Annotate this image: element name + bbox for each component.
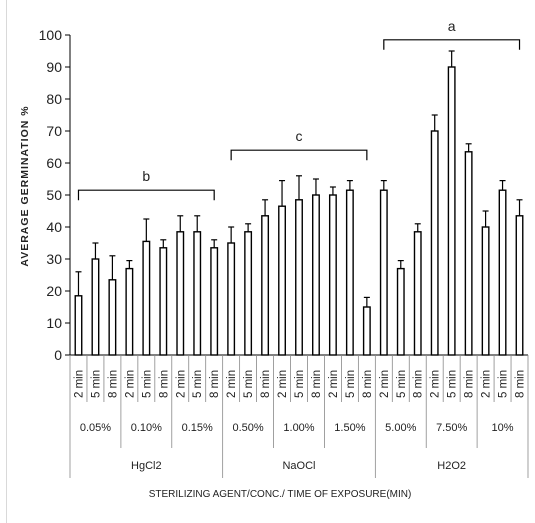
bar bbox=[328, 194, 337, 356]
agent-label: H2O2 bbox=[437, 460, 466, 472]
x-tick-label: 8 min bbox=[260, 370, 272, 398]
significance-bracket bbox=[383, 39, 521, 50]
x-axis-title: STERILIZING AGENT/CONC./ TIME OF EXPOSUR… bbox=[149, 489, 412, 500]
concentration-label: 1.00% bbox=[283, 422, 314, 434]
x-tick-label: 5 min bbox=[498, 370, 510, 398]
x-tick-label: 5 min bbox=[141, 370, 153, 398]
x-tick-label: 5 min bbox=[192, 370, 204, 398]
significance-letter: c bbox=[296, 128, 303, 144]
x-tick-label: 8 min bbox=[158, 370, 170, 398]
concentration-label: 0.10% bbox=[131, 422, 162, 434]
bar bbox=[447, 66, 456, 356]
y-tick-label: 40 bbox=[46, 219, 62, 235]
y-tick-label: 20 bbox=[46, 283, 62, 299]
bar bbox=[193, 231, 202, 356]
bar bbox=[74, 295, 83, 356]
concentration-label: 0.05% bbox=[80, 422, 111, 434]
bar bbox=[515, 215, 524, 356]
bar bbox=[176, 231, 185, 356]
x-tick-label: 5 min bbox=[243, 370, 255, 398]
y-tick-label: 80 bbox=[46, 91, 62, 107]
bar bbox=[464, 151, 473, 356]
x-tick-label: 2 min bbox=[175, 370, 187, 398]
bar bbox=[244, 231, 253, 356]
y-tick-label: 50 bbox=[46, 187, 62, 203]
bar bbox=[142, 240, 151, 356]
x-tick-label: 8 min bbox=[209, 370, 221, 398]
annotations: b c a bbox=[77, 18, 521, 201]
significance-bracket bbox=[77, 189, 215, 201]
bar bbox=[91, 258, 100, 356]
concentration-label: 1.50% bbox=[334, 422, 365, 434]
bar bbox=[379, 189, 388, 356]
x-tick-label: 8 min bbox=[515, 370, 527, 398]
bar bbox=[125, 267, 134, 356]
significance-bracket bbox=[230, 149, 368, 161]
x-tick-label: 8 min bbox=[413, 370, 425, 398]
concentration-label: 5.00% bbox=[385, 422, 416, 434]
y-tick-label: 90 bbox=[46, 59, 62, 75]
bar bbox=[159, 247, 168, 356]
x-tick-label: 5 min bbox=[294, 370, 306, 398]
bar bbox=[396, 267, 405, 356]
bar bbox=[278, 205, 286, 356]
x-tick-label: 5 min bbox=[396, 370, 408, 398]
concentration-label: 7.50% bbox=[436, 422, 467, 434]
y-tick-label: 0 bbox=[54, 347, 62, 363]
y-tick-label: 10 bbox=[46, 315, 62, 331]
x-tick-label: 2 min bbox=[328, 370, 340, 398]
bar bbox=[498, 189, 507, 356]
bar bbox=[227, 242, 236, 356]
y-tick-label: 70 bbox=[46, 123, 62, 139]
bar bbox=[295, 199, 303, 356]
y-tick-label: 100 bbox=[39, 27, 63, 43]
x-tick-label: 2 min bbox=[379, 370, 391, 398]
x-tick-label: 2 min bbox=[277, 370, 289, 398]
bar bbox=[345, 189, 354, 356]
bar bbox=[413, 231, 422, 356]
x-tick-label: 8 min bbox=[107, 370, 119, 398]
x-tick-label: 8 min bbox=[311, 370, 323, 398]
concentration-label: 10% bbox=[492, 422, 514, 434]
x-tick-label: 2 min bbox=[73, 370, 85, 398]
x-tick-label: 2 min bbox=[481, 370, 493, 398]
significance-letter: a bbox=[448, 18, 456, 34]
concentration-label: 0.15% bbox=[182, 422, 213, 434]
x-tick-label: 2 min bbox=[430, 370, 442, 398]
category-axis: 2 min 5 min 8 min 2 min 5 min 8 min 2 min 5 min… bbox=[69, 355, 529, 478]
x-tick-label: 2 min bbox=[226, 370, 238, 398]
bar bbox=[210, 247, 219, 356]
y-tick-label: 30 bbox=[46, 251, 62, 267]
x-tick-label: 5 min bbox=[447, 370, 459, 398]
x-tick-label: 5 min bbox=[345, 370, 357, 398]
bar bbox=[261, 215, 270, 356]
significance-letter: b bbox=[142, 168, 150, 184]
y-tick-label: 60 bbox=[46, 155, 62, 171]
bar bbox=[430, 130, 439, 356]
agent-label: HgCl2 bbox=[131, 460, 162, 472]
concentration-label: 0.50% bbox=[233, 422, 264, 434]
bar bbox=[481, 226, 490, 356]
y-axis-title: AVERAGE GERMINATION % bbox=[19, 105, 31, 266]
bar bbox=[362, 306, 371, 356]
x-tick-label: 2 min bbox=[124, 370, 136, 398]
image-border bbox=[6, 0, 7, 523]
bar bbox=[312, 194, 320, 356]
x-tick-label: 8 min bbox=[464, 370, 476, 398]
x-tick-label: 8 min bbox=[362, 370, 374, 398]
bar bbox=[108, 279, 117, 356]
x-tick-label: 5 min bbox=[90, 370, 102, 398]
agent-label: NaOCl bbox=[282, 460, 315, 472]
bars bbox=[74, 50, 524, 356]
